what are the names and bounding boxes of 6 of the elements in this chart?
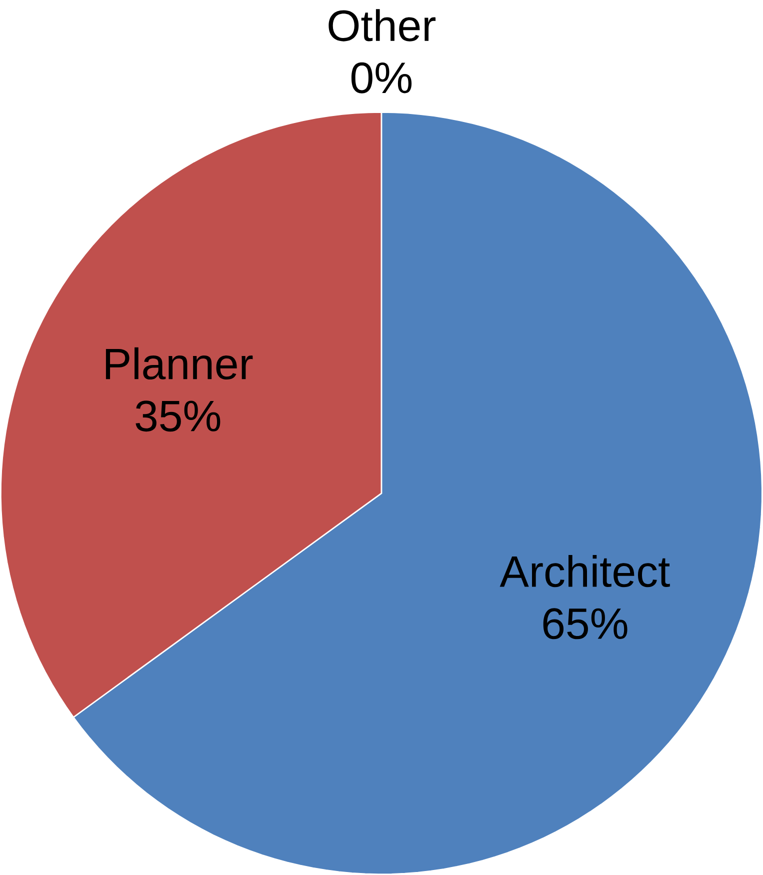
slice-label: Planner bbox=[106, 347, 253, 380]
data-label: 65% bbox=[543, 608, 628, 640]
slice-label: Architect bbox=[500, 554, 670, 588]
text: 0% bbox=[352, 62, 412, 94]
category-label: Other bbox=[328, 9, 436, 42]
data-label: 35% bbox=[136, 400, 220, 432]
